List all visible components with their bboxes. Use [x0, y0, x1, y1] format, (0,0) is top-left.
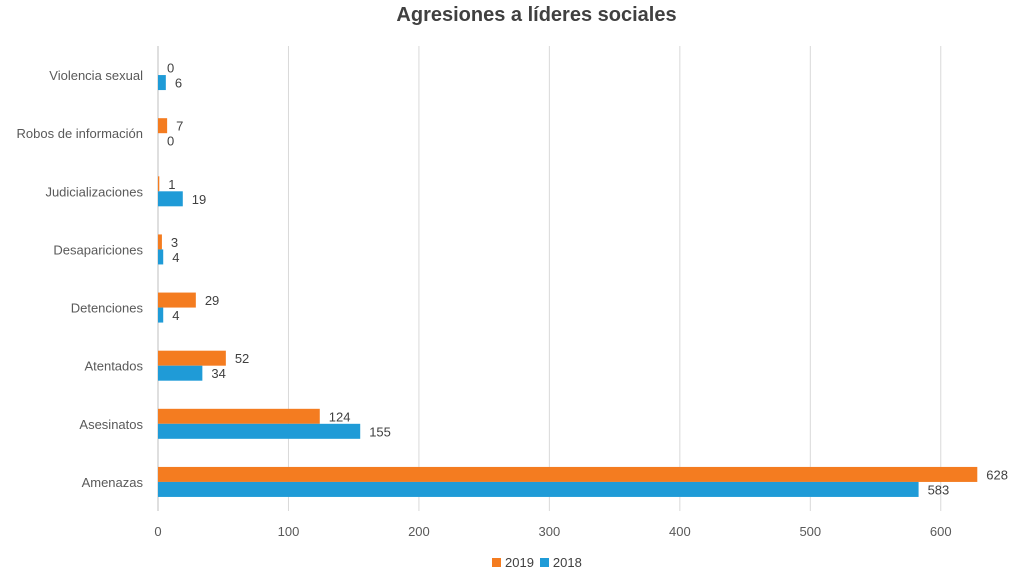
bar-2019 — [158, 118, 168, 134]
legend-swatch-2018 — [539, 558, 549, 567]
data-label-2019: 3 — [171, 235, 178, 250]
x-tick-label: 100 — [278, 524, 300, 539]
bar-2018 — [158, 307, 164, 323]
y-category-label: Robos de información — [17, 126, 143, 141]
bar-2018 — [158, 423, 361, 439]
data-label-2018: 4 — [172, 308, 179, 323]
y-category-label: Violencia sexual — [49, 68, 143, 83]
data-label-2018: 19 — [192, 192, 206, 207]
x-tick-label: 600 — [930, 524, 952, 539]
bar-2018 — [158, 365, 203, 381]
bar-2018 — [158, 191, 183, 207]
data-label-2019: 7 — [176, 119, 183, 134]
legend-item-2018: 2018 — [539, 555, 582, 570]
legend-item-2019: 2019 — [492, 555, 534, 570]
y-category-label: Asesinatos — [79, 417, 143, 432]
data-label-2018: 34 — [211, 366, 225, 381]
bar-2018 — [158, 481, 919, 497]
data-label-2018: 4 — [172, 250, 179, 265]
bar-2019 — [158, 292, 196, 308]
legend-swatch-2019 — [492, 558, 501, 567]
data-label-2019: 0 — [167, 61, 174, 76]
y-category-label: Amenazas — [82, 475, 144, 490]
legend-label-2019: 2019 — [505, 555, 534, 570]
bar-2019 — [158, 350, 226, 366]
x-tick-label: 200 — [408, 524, 430, 539]
data-label-2019: 1 — [168, 177, 175, 192]
data-label-2019: 628 — [986, 467, 1008, 482]
bar-2019 — [158, 176, 160, 192]
y-category-label: Desapariciones — [53, 242, 143, 257]
data-label-2019: 124 — [329, 409, 351, 424]
legend: 2019 2018 — [492, 555, 582, 570]
data-label-2019: 52 — [235, 351, 249, 366]
bar-2019 — [158, 466, 978, 482]
y-category-label: Judicializaciones — [45, 184, 143, 199]
bar-2018 — [158, 249, 164, 265]
x-tick-label: 400 — [669, 524, 691, 539]
y-category-label: Detenciones — [71, 301, 144, 316]
y-category-label: Atentados — [84, 359, 143, 374]
x-tick-label: 0 — [154, 524, 161, 539]
data-label-2018: 0 — [167, 134, 174, 149]
chart-title: Agresiones a líderes sociales — [396, 4, 677, 26]
bar-2019 — [158, 408, 320, 424]
data-label-2018: 583 — [928, 482, 950, 497]
bar-2018 — [158, 75, 166, 91]
data-label-2019: 29 — [205, 293, 219, 308]
data-label-2018: 155 — [369, 424, 391, 439]
data-label-2018: 6 — [175, 76, 182, 91]
bar-2019 — [158, 234, 162, 250]
legend-label-2018: 2018 — [552, 555, 582, 570]
x-tick-label: 300 — [539, 524, 561, 539]
x-tick-label: 500 — [799, 524, 821, 539]
